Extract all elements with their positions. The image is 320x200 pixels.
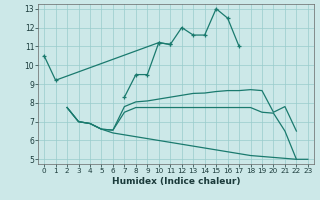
X-axis label: Humidex (Indice chaleur): Humidex (Indice chaleur) bbox=[112, 177, 240, 186]
